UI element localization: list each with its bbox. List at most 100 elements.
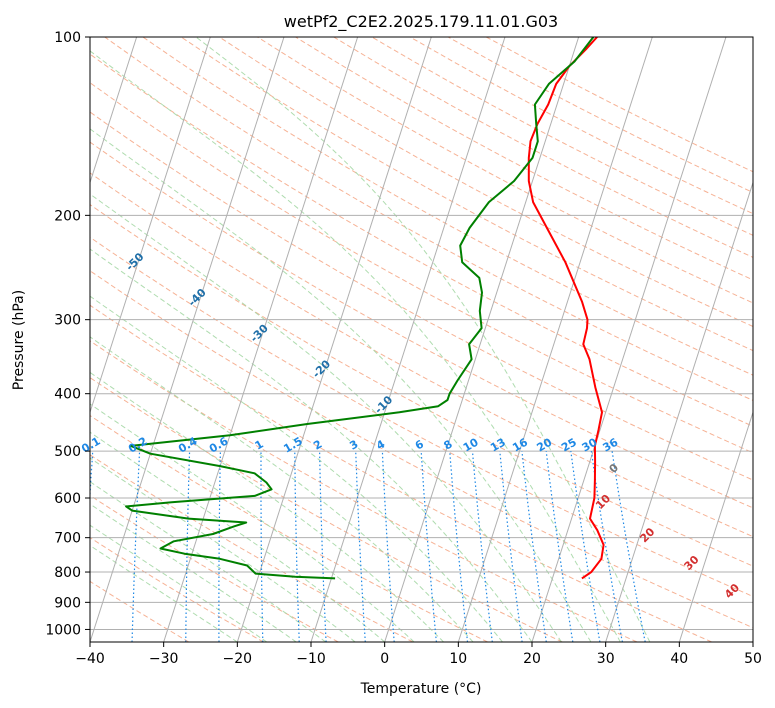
dry-adiabat — [90, 172, 753, 538]
dry-adiabat — [90, 270, 753, 629]
x-tick-label: 40 — [670, 651, 688, 667]
mixing-ratio-line — [570, 451, 601, 642]
y-tick-label: 300 — [54, 313, 81, 329]
mixing-ratio-line — [471, 451, 493, 642]
mixing-ratio-label: 36 — [600, 435, 620, 454]
mixing-ratio-line — [218, 451, 221, 642]
dry-adiabat — [371, 37, 753, 236]
x-tick-label: 30 — [597, 651, 615, 667]
moist-adiabat — [90, 481, 327, 642]
dry-adiabat — [90, 304, 712, 642]
y-tick-label: 1000 — [45, 622, 81, 638]
x-tick-label: −10 — [296, 651, 326, 667]
moist-adiabat — [90, 403, 415, 642]
mixing-ratio-line — [131, 451, 141, 642]
moist-adiabat — [90, 503, 297, 642]
mixing-ratio-label: 13 — [488, 436, 508, 455]
mixing-ratio-line — [185, 451, 191, 642]
dry-adiabat — [90, 340, 638, 642]
x-tick-label: 20 — [523, 651, 541, 667]
isotherm — [605, 180, 753, 642]
mixing-ratio-label: 25 — [559, 436, 579, 455]
dry-adiabat — [90, 414, 488, 642]
moist-adiabat — [90, 431, 386, 642]
x-axis-label: Temperature (°C) — [360, 681, 482, 697]
mixing-ratio-line — [420, 451, 437, 642]
mixing-ratio-line — [521, 451, 547, 642]
moist-adiabat — [90, 295, 503, 642]
y-axis-label: Pressure (hPa) — [11, 290, 27, 390]
isotherm — [236, 37, 432, 642]
dry-adiabat — [90, 454, 414, 642]
isotherm — [90, 37, 285, 642]
isotherm — [384, 37, 580, 642]
dry-adiabat — [257, 37, 753, 304]
mixing-ratio-label: 1.5 — [281, 435, 304, 456]
x-axis: −40 −30 −20 −10 0 10 20 30 40 50 — [75, 642, 762, 667]
moist-adiabat — [90, 193, 562, 642]
mixing-ratio-label: 3 — [347, 438, 360, 453]
x-tick-label: −40 — [75, 651, 105, 667]
mixing-ratio-label: 20 — [535, 435, 555, 454]
dry-adiabat — [180, 37, 753, 352]
line-labels: 0.1 0.2 0.4 0.6 1 1.5 2 3 4 6 8 10 13 16 20 25 30 36-50-4… — [79, 250, 742, 601]
y-tick-label: 900 — [54, 595, 81, 611]
y-tick-label: 100 — [54, 30, 81, 46]
temperature-profile — [527, 37, 605, 580]
background-lines — [90, 37, 753, 642]
dewpoint-profile — [125, 37, 595, 580]
y-tick-label: 800 — [54, 565, 81, 581]
dry-adiabat — [218, 37, 753, 328]
isotherm — [90, 37, 211, 414]
moist-adiabat — [90, 371, 444, 642]
isotherm — [457, 37, 653, 642]
dry-adiabat — [142, 37, 753, 376]
zero-isotherm-label: 0 — [607, 461, 622, 476]
moist-adiabat — [90, 128, 592, 642]
y-axis: 100 200 300 400 500 600 700 800 900 1000 — [45, 30, 90, 638]
mixing-ratio-line — [590, 451, 623, 642]
mixing-ratio-line — [381, 451, 395, 642]
isotherm — [90, 37, 138, 185]
dry-adiabat — [90, 537, 264, 642]
mixing-ratio-line — [545, 451, 574, 642]
x-tick-label: 10 — [449, 651, 467, 667]
mixing-ratio-label: 10 — [461, 435, 481, 454]
x-tick-label: 50 — [744, 651, 762, 667]
plot-frame — [89, 36, 754, 643]
x-tick-label: −20 — [223, 651, 253, 667]
moist-adiabat — [90, 524, 268, 642]
mixing-ratio-line — [355, 451, 366, 642]
dry-adiabat — [486, 37, 753, 173]
chart-title: wetPf2_C2E2.2025.179.11.01.G03 — [284, 12, 558, 32]
moist-adiabat — [90, 544, 238, 642]
dry-adiabat — [90, 580, 190, 642]
y-tick-label: 400 — [54, 387, 81, 403]
isotherm — [0, 37, 63, 642]
mixing-ratio-line — [449, 451, 469, 642]
y-tick-label: 700 — [54, 531, 81, 547]
dry-adiabat — [447, 37, 753, 194]
mixing-ratio-label: 0.4 — [176, 434, 200, 455]
dry-adiabat-label: -50 — [123, 250, 146, 273]
moist-adiabat — [90, 248, 533, 642]
dry-adiabat-label: -40 — [186, 286, 209, 309]
isotherm — [310, 37, 506, 642]
y-tick-label: 500 — [54, 444, 81, 460]
isotherm — [531, 37, 727, 642]
moist-adiabat-label: 20 — [637, 525, 657, 545]
sounding-profiles — [125, 37, 605, 580]
dry-adiabat — [90, 111, 753, 481]
mixing-ratio-label: 16 — [510, 435, 530, 454]
dry-adiabat-label: -20 — [310, 357, 333, 380]
mixing-ratio-label: 2 — [311, 438, 324, 453]
mixing-ratio-line — [90, 451, 94, 504]
dry-adiabat — [90, 236, 753, 598]
dry-adiabat — [90, 82, 753, 454]
grid-lines — [0, 37, 753, 642]
isotherm — [752, 640, 753, 642]
y-tick-label: 600 — [54, 491, 81, 507]
mixing-ratio-label: 0.1 — [79, 435, 102, 456]
dry-adiabat — [90, 203, 753, 567]
